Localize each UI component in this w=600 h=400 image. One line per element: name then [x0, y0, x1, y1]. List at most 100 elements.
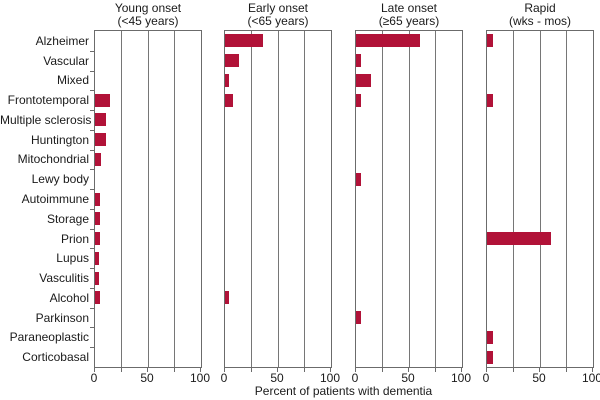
bar-prion: [95, 232, 101, 246]
x-tick-label-100: 100: [189, 371, 211, 385]
x-tick-mark: [434, 368, 436, 372]
x-tick-mark: [200, 368, 201, 372]
category-label-frontotemporal: Frontotemporal: [7, 93, 89, 108]
category-label-mixed: Mixed: [56, 73, 89, 88]
category-label-lewy-body: Lewy body: [31, 172, 89, 187]
y-tick-mark: [90, 307, 94, 309]
y-tick-mark: [90, 149, 94, 151]
bar-frontotemporal: [356, 93, 362, 107]
x-axis-title: Percent of patients with dementia: [254, 384, 433, 398]
bar-frontotemporal: [225, 93, 234, 107]
bar-lewy-body: [356, 172, 362, 186]
x-tick-mark: [330, 368, 331, 372]
panel-header-young-onset: Young onset (<45 years): [73, 2, 223, 28]
category-label-paraneoplastic: Paraneoplastic: [9, 330, 89, 345]
x-tick-mark: [355, 368, 356, 372]
bar-paraneoplastic: [487, 330, 494, 344]
bar-huntington: [95, 133, 106, 147]
panel-header-early-onset: Early onset (<65 years): [203, 2, 353, 28]
x-tick-label-100: 100: [581, 371, 600, 385]
x-tick-mark: [147, 368, 148, 372]
y-tick-mark: [90, 110, 94, 112]
bar-frontotemporal: [95, 93, 110, 107]
y-tick-mark: [90, 248, 94, 250]
panel-title: Late onset: [380, 1, 438, 15]
x-tick-mark: [303, 368, 305, 372]
y-tick-mark: [90, 50, 94, 52]
category-label-mitochondrial: Mitochondrial: [17, 152, 89, 167]
x-tick-mark: [486, 368, 487, 372]
x-tick-mark: [592, 368, 593, 372]
gridline-75: [566, 31, 567, 367]
x-tick-mark: [539, 368, 540, 372]
panel-early-onset: [224, 30, 332, 368]
x-tick-mark: [173, 368, 175, 372]
bar-corticobasal: [487, 350, 494, 364]
category-label-alzheimer: Alzheimer: [35, 33, 89, 48]
x-tick-label-0: 0: [351, 371, 359, 385]
gridline-25: [382, 31, 383, 367]
bar-mixed: [356, 73, 371, 87]
x-tick-mark: [565, 368, 567, 372]
y-tick-mark: [90, 90, 94, 92]
category-label-lupus: Lupus: [56, 251, 89, 266]
bar-multiple-sclerosis: [95, 113, 106, 127]
y-tick-mark: [90, 327, 94, 329]
bar-mixed: [225, 73, 230, 87]
gridline-50: [277, 31, 279, 367]
bar-frontotemporal: [487, 93, 494, 107]
bar-vascular: [356, 54, 362, 68]
category-label-huntington: Huntington: [30, 132, 89, 147]
panel-header-rapid: Rapid (wks - mos): [465, 2, 600, 28]
x-tick-mark: [120, 368, 122, 372]
category-label-prion: Prion: [60, 231, 89, 246]
bar-lupus: [95, 251, 100, 265]
panel-title: Early onset: [247, 1, 309, 15]
category-label-autoimmune: Autoimmune: [21, 192, 89, 206]
x-tick-mark: [277, 368, 278, 372]
bar-alzheimer: [225, 34, 264, 48]
y-tick-mark: [90, 169, 94, 171]
x-tick-label-50: 50: [270, 371, 284, 385]
y-tick-mark: [90, 189, 94, 191]
bar-autoimmune: [95, 192, 101, 206]
y-tick-mark: [90, 347, 94, 349]
bar-storage: [95, 212, 101, 226]
y-tick-mark: [90, 70, 94, 72]
bar-parkinson: [356, 311, 362, 325]
gridline-25: [513, 31, 514, 367]
category-label-alcohol: Alcohol: [49, 290, 89, 305]
panel-subtitle: (<65 years): [247, 14, 309, 28]
bar-prion: [487, 232, 551, 246]
panel-subtitle: (≥65 years): [378, 14, 440, 28]
x-tick-label-0: 0: [220, 371, 228, 385]
y-tick-mark: [90, 268, 94, 270]
x-tick-mark: [94, 368, 95, 372]
bar-alzheimer: [487, 34, 494, 48]
bar-alcohol: [225, 291, 230, 305]
panel-subtitle: (wks - mos): [509, 14, 571, 28]
category-label-multiple-sclerosis: Multiple sclerosis: [0, 112, 92, 127]
panel-title: Rapid: [524, 1, 556, 15]
panel-late-onset: [355, 30, 463, 368]
x-tick-mark: [250, 368, 252, 372]
x-tick-mark: [224, 368, 225, 372]
gridline-50: [147, 31, 149, 367]
x-tick-label-50: 50: [401, 371, 415, 385]
category-label-vascular: Vascular: [43, 53, 89, 68]
x-tick-label-0: 0: [482, 371, 490, 385]
x-tick-mark: [381, 368, 383, 372]
gridline-75: [304, 31, 305, 367]
x-tick-label-50: 50: [532, 371, 546, 385]
category-label-vasculitis: Vasculitis: [39, 271, 89, 286]
x-tick-mark: [512, 368, 514, 372]
gridline-50: [539, 31, 541, 367]
bar-mitochondrial: [95, 152, 102, 166]
x-tick-label-100: 100: [450, 371, 472, 385]
y-tick-mark: [90, 208, 94, 210]
panel-young-onset: [94, 30, 202, 368]
category-label-storage: Storage: [46, 211, 89, 226]
gridline-75: [435, 31, 436, 367]
y-tick-mark: [90, 129, 94, 131]
